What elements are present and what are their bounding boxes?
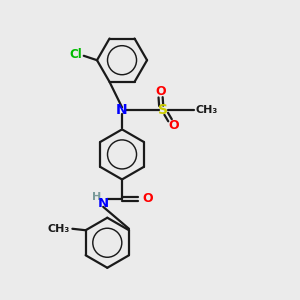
- Text: CH₃: CH₃: [47, 224, 69, 234]
- Text: Cl: Cl: [69, 48, 82, 62]
- Text: O: O: [156, 85, 166, 98]
- Text: CH₃: CH₃: [196, 105, 218, 115]
- Text: O: O: [168, 119, 179, 132]
- Text: N: N: [116, 103, 128, 117]
- Text: N: N: [98, 197, 109, 210]
- Text: H: H: [92, 192, 101, 202]
- Text: S: S: [158, 103, 168, 117]
- Text: O: O: [142, 192, 153, 205]
